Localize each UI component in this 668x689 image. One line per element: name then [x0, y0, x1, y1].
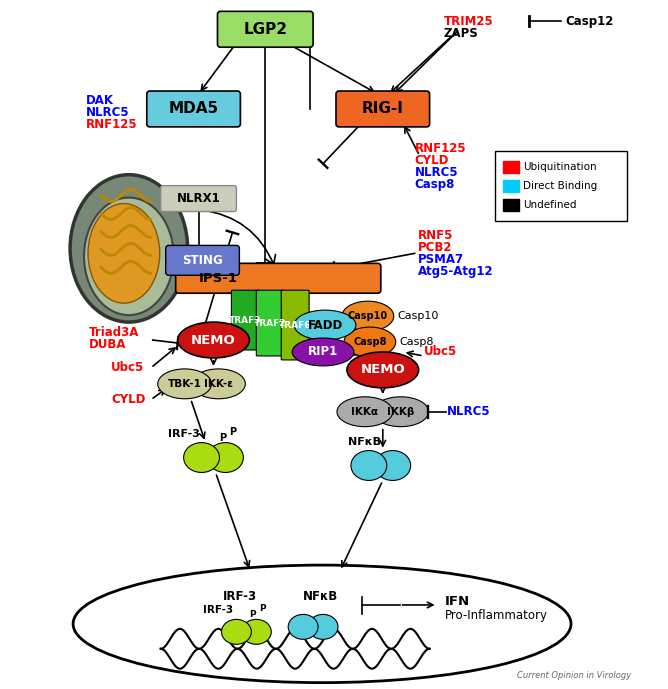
Text: IPS-1: IPS-1 [199, 271, 238, 285]
FancyBboxPatch shape [147, 91, 240, 127]
Ellipse shape [241, 619, 271, 644]
Ellipse shape [347, 352, 419, 388]
Text: FADD: FADD [307, 318, 343, 331]
Text: RNF5: RNF5 [418, 229, 453, 242]
Text: IRF-3: IRF-3 [168, 429, 200, 439]
FancyBboxPatch shape [231, 290, 259, 350]
Text: IKKβ: IKKβ [387, 407, 414, 417]
FancyBboxPatch shape [336, 91, 430, 127]
Text: Pro-Inflammatory: Pro-Inflammatory [444, 609, 548, 622]
Ellipse shape [70, 175, 188, 322]
Bar [503, 180, 519, 192]
Text: Ubc5: Ubc5 [424, 345, 457, 358]
Text: Casp10: Casp10 [397, 311, 439, 321]
Ellipse shape [184, 442, 220, 473]
Ellipse shape [342, 301, 393, 331]
Text: Triad3A: Triad3A [89, 325, 140, 338]
Ellipse shape [178, 322, 249, 358]
Ellipse shape [344, 327, 395, 357]
Text: RIP1: RIP1 [308, 345, 338, 358]
Text: Ubc5: Ubc5 [111, 362, 144, 374]
Ellipse shape [73, 565, 571, 683]
FancyBboxPatch shape [166, 245, 239, 276]
Text: Casp8: Casp8 [353, 337, 387, 347]
FancyBboxPatch shape [161, 185, 236, 212]
Text: NEMO: NEMO [361, 363, 405, 376]
Text: Atg5-Atg12: Atg5-Atg12 [418, 265, 493, 278]
Text: IKKα: IKKα [351, 407, 378, 417]
Text: RNF125: RNF125 [415, 143, 466, 155]
Text: ZAPS: ZAPS [444, 27, 478, 40]
FancyBboxPatch shape [281, 290, 309, 360]
Text: P: P [229, 426, 236, 437]
Text: IRF-3: IRF-3 [223, 590, 257, 604]
Text: NLRC5: NLRC5 [446, 405, 490, 418]
Ellipse shape [222, 619, 251, 644]
Text: Direct Binding: Direct Binding [523, 181, 597, 191]
Text: PCB2: PCB2 [418, 241, 452, 254]
Text: NLRC5: NLRC5 [415, 166, 458, 179]
Text: TRAF2: TRAF2 [254, 318, 287, 327]
Text: Ubiquitination: Ubiquitination [523, 162, 597, 172]
Ellipse shape [158, 369, 212, 399]
Bar [503, 161, 519, 173]
Text: LGP2: LGP2 [243, 22, 287, 37]
Text: PSMA7: PSMA7 [418, 253, 464, 266]
Text: P: P [259, 604, 266, 613]
Text: NFκB: NFκB [349, 437, 381, 446]
Text: Casp12: Casp12 [565, 14, 613, 28]
Text: DAK: DAK [86, 94, 114, 107]
Text: IKK-ε: IKK-ε [204, 379, 233, 389]
Text: IRF-3: IRF-3 [204, 605, 234, 615]
FancyArrowPatch shape [201, 210, 275, 265]
FancyBboxPatch shape [496, 151, 627, 220]
Ellipse shape [208, 442, 243, 473]
Text: DUBA: DUBA [89, 338, 126, 351]
Text: TRAF3: TRAF3 [229, 316, 262, 325]
Text: P: P [219, 433, 226, 442]
Text: IFN: IFN [444, 595, 470, 608]
Text: TRIM25: TRIM25 [444, 14, 493, 28]
FancyBboxPatch shape [176, 263, 381, 294]
FancyBboxPatch shape [257, 290, 284, 356]
Text: Current Opinion in Virology: Current Opinion in Virology [516, 670, 631, 679]
Bar [503, 198, 519, 211]
Text: RNF125: RNF125 [86, 119, 138, 132]
Text: MDA5: MDA5 [168, 101, 218, 116]
Ellipse shape [337, 397, 393, 426]
Ellipse shape [88, 203, 160, 303]
Ellipse shape [373, 397, 429, 426]
Ellipse shape [308, 615, 338, 639]
Ellipse shape [351, 451, 387, 480]
Ellipse shape [84, 198, 174, 315]
Ellipse shape [288, 615, 318, 639]
Text: CYLD: CYLD [111, 393, 146, 407]
Text: Casp10: Casp10 [348, 311, 388, 321]
Text: NLRX1: NLRX1 [177, 192, 220, 205]
Text: STING: STING [182, 254, 223, 267]
Ellipse shape [294, 310, 356, 340]
Text: NEMO: NEMO [191, 333, 236, 347]
FancyBboxPatch shape [218, 11, 313, 48]
Text: Casp8: Casp8 [415, 178, 455, 191]
Text: RIG-I: RIG-I [362, 101, 403, 116]
Text: NFκB: NFκB [303, 590, 338, 604]
Text: P: P [249, 610, 256, 619]
Text: CYLD: CYLD [415, 154, 449, 167]
Text: NLRC5: NLRC5 [86, 106, 130, 119]
Text: TRAF6: TRAF6 [279, 320, 311, 329]
Text: TBK-1: TBK-1 [168, 379, 202, 389]
Ellipse shape [192, 369, 245, 399]
Text: Undefined: Undefined [523, 200, 576, 209]
Text: Casp8: Casp8 [399, 337, 434, 347]
Ellipse shape [292, 338, 354, 366]
Ellipse shape [375, 451, 411, 480]
